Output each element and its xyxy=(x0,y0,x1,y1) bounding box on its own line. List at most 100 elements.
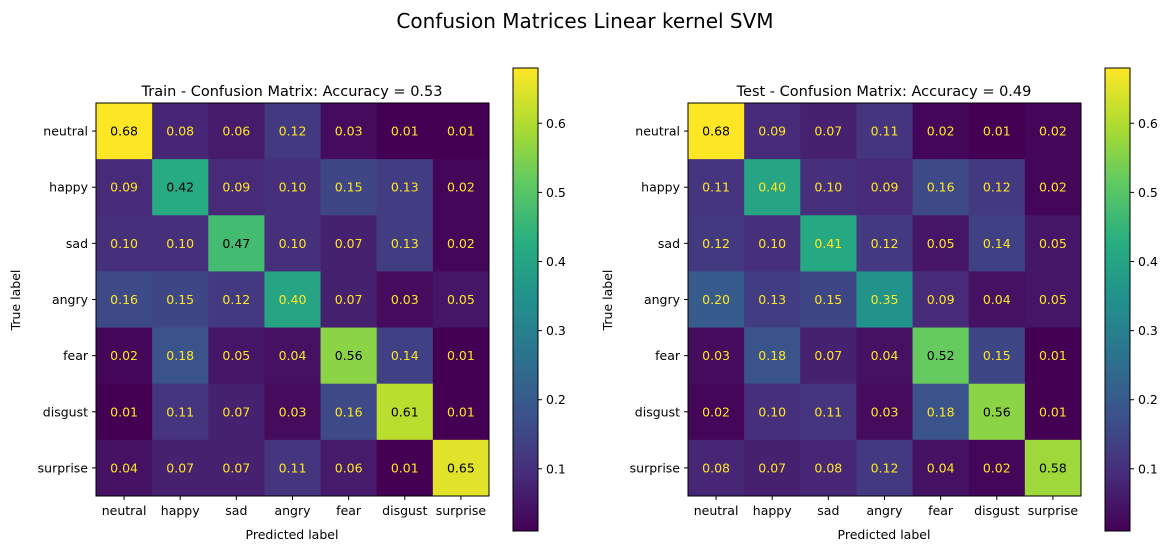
heatmap-cell xyxy=(376,439,434,497)
heatmap-cell xyxy=(800,439,857,497)
cell-value-label: 0.68 xyxy=(702,124,730,139)
heatmap-cell xyxy=(320,215,378,272)
cell-value-label: 0.04 xyxy=(110,460,138,475)
cell-value-label: 0.10 xyxy=(166,236,194,251)
heatmap-cell xyxy=(96,215,153,272)
heatmap-cell xyxy=(912,159,970,216)
heatmap-cell xyxy=(432,271,490,328)
cell-value-label: 0.35 xyxy=(871,292,899,307)
colorbar-tick-label: 0.6 xyxy=(546,116,566,131)
cell-value-label: 0.07 xyxy=(814,348,842,363)
cell-value-label: 0.03 xyxy=(702,348,730,363)
heatmap-cell xyxy=(376,271,434,328)
heatmap-cell xyxy=(744,327,801,385)
heatmap-cell xyxy=(208,271,265,328)
x-tick-label: disgust xyxy=(382,503,427,518)
cell-value-label: 0.02 xyxy=(447,236,475,251)
cell-value-label: 0.02 xyxy=(1039,180,1067,195)
y-tick-label: angry xyxy=(644,292,681,307)
cell-value-label: 0.09 xyxy=(222,180,250,195)
cell-value-label: 0.40 xyxy=(279,292,307,307)
cell-value-label: 0.07 xyxy=(814,124,842,139)
heatmap-cell xyxy=(1024,383,1082,441)
heatmap-cell xyxy=(1024,215,1082,272)
cell-value-label: 0.10 xyxy=(814,180,842,195)
heatmap-cell xyxy=(856,159,913,216)
heatmap-cell xyxy=(320,439,378,497)
heatmap-cell xyxy=(800,271,857,328)
cell-value-label: 0.01 xyxy=(391,460,419,475)
y-tick-label: sad xyxy=(658,236,680,251)
heatmap-cell xyxy=(152,271,209,328)
heatmap-cell xyxy=(1024,103,1082,160)
heatmap-cell xyxy=(912,215,970,272)
train-x-axis-label: Predicted label xyxy=(246,527,339,542)
x-tick-label: neutral xyxy=(102,503,147,518)
y-tick-label: neutral xyxy=(635,124,680,139)
cell-value-label: 0.05 xyxy=(222,348,250,363)
heatmap-cell xyxy=(208,159,265,216)
cell-value-label: 0.05 xyxy=(447,292,475,307)
heatmap-cell xyxy=(96,271,153,328)
heatmap-cell xyxy=(688,383,745,441)
heatmap-cell xyxy=(208,215,265,272)
cell-value-label: 0.18 xyxy=(166,348,194,363)
cell-value-label: 0.20 xyxy=(702,292,730,307)
cell-value-label: 0.16 xyxy=(335,404,363,419)
test-colorbar-ticks: 0.1 0.2 0.3 0.4 0.5 0.6 xyxy=(1130,116,1158,476)
cell-value-label: 0.56 xyxy=(983,404,1011,419)
cell-value-label: 0.01 xyxy=(983,124,1011,139)
heatmap-cell xyxy=(264,159,321,216)
cell-value-label: 0.42 xyxy=(166,180,194,195)
cell-value-label: 0.12 xyxy=(871,236,899,251)
heatmap-cell xyxy=(912,327,970,385)
cell-value-label: 0.04 xyxy=(927,460,955,475)
cell-value-label: 0.09 xyxy=(110,180,138,195)
heatmap-cell xyxy=(968,215,1026,272)
train-x-ticks: neutral happy sad angry fear disgust surprise xyxy=(102,495,487,518)
heatmap-cell xyxy=(800,215,857,272)
colorbar-tick-label: 0.3 xyxy=(546,323,566,338)
heatmap-cell xyxy=(208,439,265,497)
y-tick-label: disgust xyxy=(635,404,680,419)
cell-value-label: 0.03 xyxy=(871,404,899,419)
x-tick-label: surprise xyxy=(436,503,487,518)
cell-value-label: 0.02 xyxy=(447,180,475,195)
heatmap-cell xyxy=(744,215,801,272)
heatmap-cell xyxy=(264,327,321,385)
heatmap-cell xyxy=(968,439,1026,497)
heatmap-cell xyxy=(96,439,153,497)
cell-value-label: 0.06 xyxy=(335,460,363,475)
heatmap-cell xyxy=(912,383,970,441)
test-y-ticks: neutral happy sad angry fear disgust surprise xyxy=(630,124,688,475)
heatmap-cell xyxy=(376,383,434,441)
heatmap-cell xyxy=(432,103,490,160)
cell-value-label: 0.07 xyxy=(222,460,250,475)
cell-value-label: 0.12 xyxy=(702,236,730,251)
cell-value-label: 0.07 xyxy=(335,292,363,307)
heatmap-cell xyxy=(264,383,321,441)
test-x-ticks: neutral happy sad angry fear disgust surprise xyxy=(694,495,1079,518)
heatmap-cell xyxy=(856,327,913,385)
x-tick-label: fear xyxy=(928,503,954,518)
x-tick-label: sad xyxy=(225,503,247,518)
cell-value-label: 0.12 xyxy=(222,292,250,307)
x-tick-label: surprise xyxy=(1028,503,1079,518)
cell-value-label: 0.07 xyxy=(335,236,363,251)
x-tick-label: happy xyxy=(753,503,792,518)
heatmap-cell xyxy=(432,383,490,441)
cell-value-label: 0.01 xyxy=(447,348,475,363)
cell-value-label: 0.52 xyxy=(927,348,955,363)
heatmap-cell xyxy=(800,327,857,385)
x-tick-label: disgust xyxy=(974,503,1019,518)
cell-value-label: 0.14 xyxy=(391,348,419,363)
y-tick-label: surprise xyxy=(630,460,681,475)
cell-value-label: 0.12 xyxy=(983,180,1011,195)
cell-value-label: 0.47 xyxy=(222,236,250,251)
cell-value-label: 0.18 xyxy=(758,348,786,363)
cell-value-label: 0.08 xyxy=(166,124,194,139)
heatmap-cell xyxy=(744,439,801,497)
heatmap-cell xyxy=(912,271,970,328)
heatmap-cell xyxy=(96,103,153,160)
cell-value-label: 0.03 xyxy=(279,404,307,419)
